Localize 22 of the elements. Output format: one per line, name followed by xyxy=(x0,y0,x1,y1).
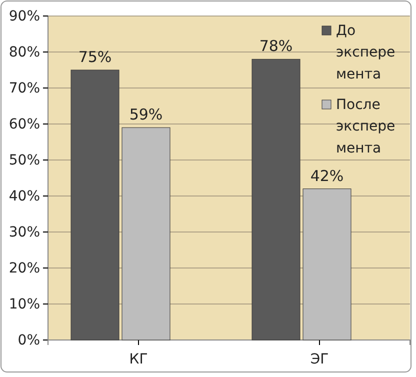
y-tick-label: 40% xyxy=(8,188,40,204)
x-tick-label: ЭГ xyxy=(310,351,329,368)
y-tick-label: 60% xyxy=(8,116,40,132)
x-tick-label: КГ xyxy=(129,351,148,368)
y-tick-label: 50% xyxy=(8,152,40,168)
data-label: 75% xyxy=(78,48,112,66)
legend-label: После эксперемента xyxy=(336,97,396,156)
y-tick-label: 90% xyxy=(8,8,40,24)
y-tick-label: 70% xyxy=(8,80,40,96)
data-label: 78% xyxy=(259,37,293,56)
bar xyxy=(252,58,300,340)
bar xyxy=(122,127,170,340)
y-tick-label: 20% xyxy=(8,260,40,276)
legend-label: До эксперемента xyxy=(336,23,396,82)
y-tick-label: 0% xyxy=(18,332,40,348)
bar xyxy=(70,70,120,340)
y-tick-label: 10% xyxy=(8,296,40,312)
data-label: 42% xyxy=(310,166,344,185)
y-tick-label: 30% xyxy=(8,224,40,240)
y-tick-label: 80% xyxy=(8,44,40,60)
bar xyxy=(302,188,352,340)
data-label: 59% xyxy=(129,106,163,124)
